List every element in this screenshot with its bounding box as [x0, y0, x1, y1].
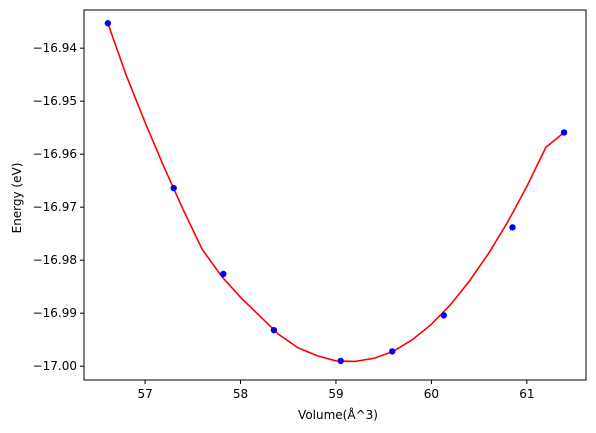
y-tick-label: −16.99	[33, 306, 77, 320]
data-point	[104, 20, 112, 27]
fit-curve-line	[107, 22, 565, 363]
fit-curve-layer	[107, 22, 565, 363]
y-tick-label: −16.95	[33, 94, 77, 108]
plot-area	[83, 9, 587, 381]
y-tick-label: −17.00	[33, 359, 77, 373]
data-points-layer	[104, 20, 568, 365]
data-point	[440, 312, 447, 319]
data-point	[389, 348, 396, 355]
y-axis-label: Energy (eV)	[10, 163, 24, 234]
y-tick-label: −16.96	[33, 147, 77, 161]
data-point	[270, 326, 278, 334]
y-axis-ticks: −16.94 −16.95 −16.96 −16.97 −16.98 −16.99 −17.…	[33, 41, 84, 373]
y-tick-label: −16.97	[33, 200, 77, 214]
x-tick-label: 59	[328, 387, 343, 401]
data-point	[560, 129, 568, 136]
x-axis-ticks: 57 58 59 60 61	[137, 380, 534, 401]
x-axis-label: Volume(Å^3)	[298, 407, 378, 422]
x-tick-label: 58	[233, 387, 248, 401]
x-tick-label: 60	[424, 387, 439, 401]
data-point	[337, 357, 344, 365]
data-point	[509, 224, 516, 231]
y-tick-label: −16.98	[33, 253, 77, 267]
y-tick-label: −16.94	[33, 41, 77, 55]
plot-frame	[83, 9, 587, 381]
x-tick-label: 61	[519, 387, 534, 401]
data-point	[220, 270, 227, 278]
data-point	[170, 184, 177, 192]
x-tick-label: 57	[137, 387, 152, 401]
